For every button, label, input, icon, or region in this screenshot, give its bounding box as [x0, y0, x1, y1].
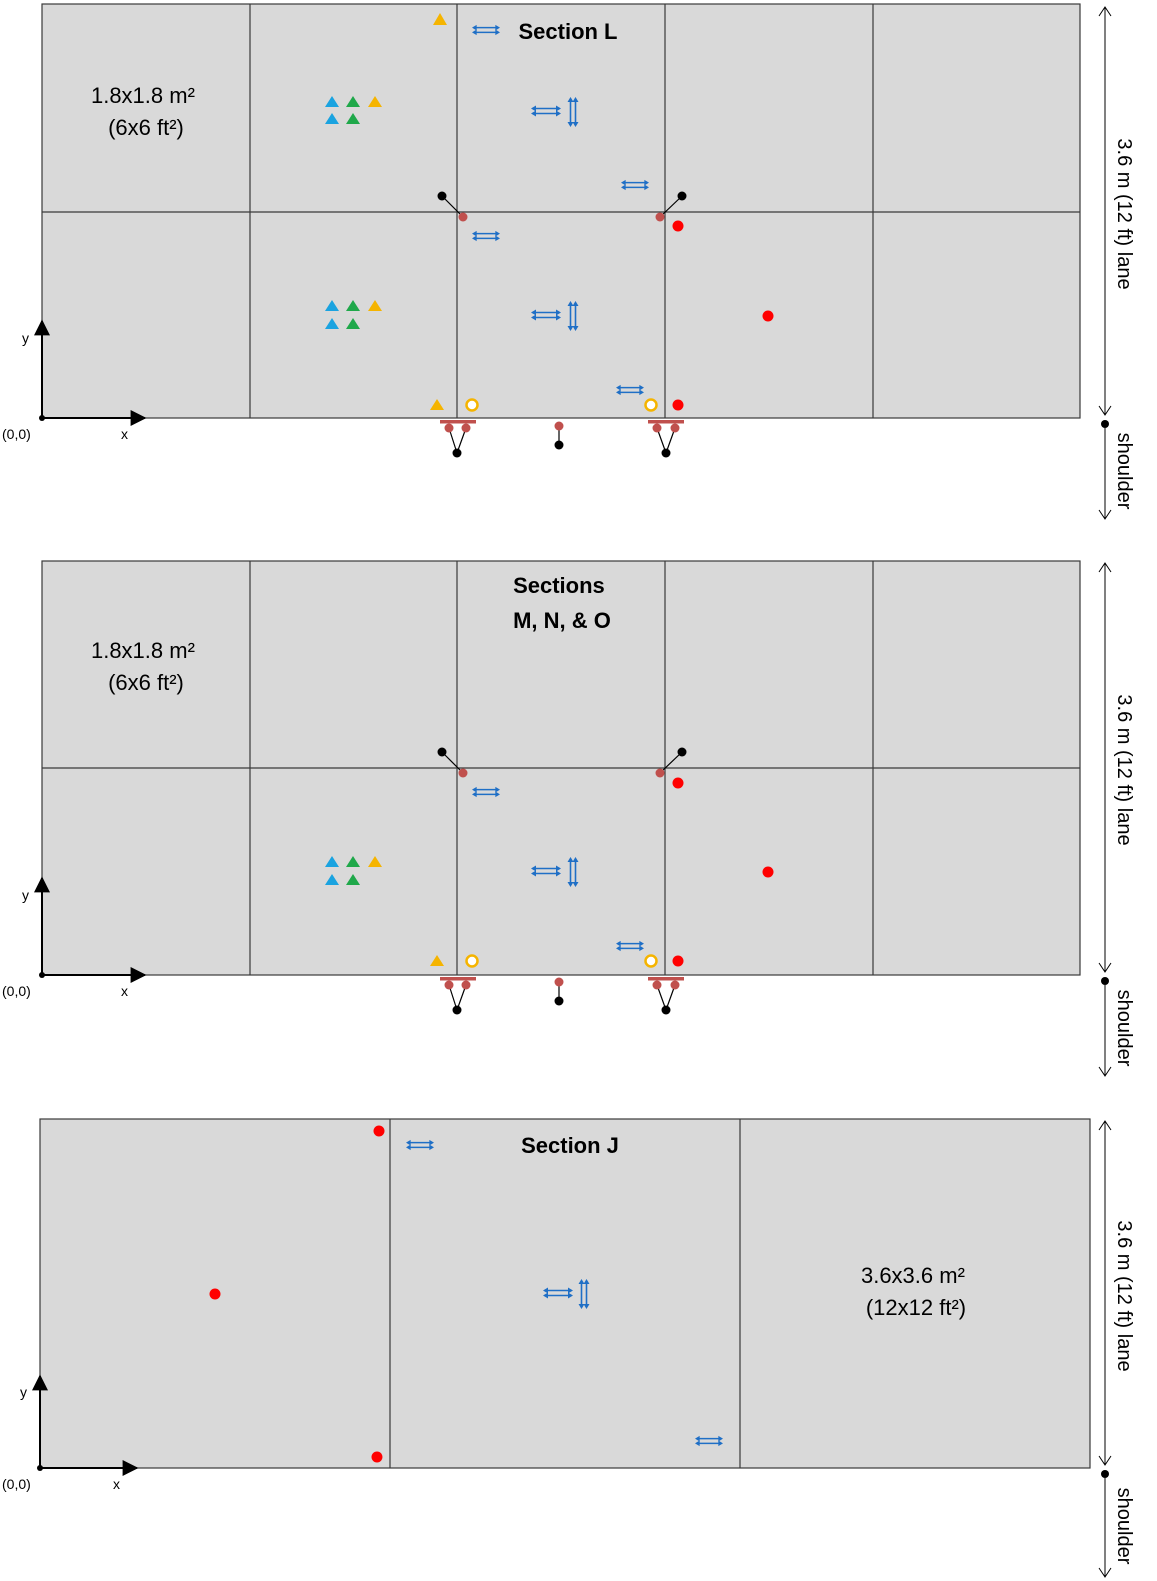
lane-slab-area	[39, 1118, 1091, 1469]
x-axis-label: x	[113, 1476, 120, 1492]
triangle-icon	[325, 13, 447, 410]
red-dot-icon	[672, 220, 774, 411]
section-title: Section L	[518, 19, 617, 44]
origin-label: (0,0)	[2, 426, 31, 442]
origin-label: (0,0)	[2, 983, 31, 999]
y-axis-label: y	[22, 330, 29, 346]
panel-sections-m-n-o: Sections M, N, & O 1.8x1.8 m² (6x6 ft²)	[2, 560, 1135, 1077]
dimension-arrows	[1098, 562, 1112, 1077]
section-title: Sections M, N, & O	[513, 573, 611, 633]
slab-size-label: 1.8x1.8 m² (6x6 ft²)	[91, 83, 201, 140]
section-title: Section J	[521, 1133, 619, 1158]
dimension-arrows	[1098, 1120, 1112, 1578]
y-axis-label: y	[22, 887, 29, 903]
dimension-arrows	[1098, 6, 1112, 520]
slab-size-label: 3.6x3.6 m² (12x12 ft²)	[861, 1263, 971, 1320]
triangle-icon	[325, 856, 444, 966]
origin-label: (0,0)	[2, 1476, 31, 1492]
coordinate-axes	[34, 876, 147, 983]
lane-width-label: 3.6 m (12 ft) lane	[1113, 1220, 1135, 1371]
shoulder-label: shoulder	[1113, 433, 1135, 510]
lane-width-label: 3.6 m (12 ft) lane	[1113, 138, 1135, 289]
coordinate-axes	[32, 1374, 139, 1476]
shoulder-label: shoulder	[1113, 1488, 1135, 1565]
lane-slab-area	[41, 3, 1081, 419]
y-axis-label: y	[20, 1384, 27, 1400]
red-dot-icon	[209, 1125, 385, 1463]
shoulder-label: shoulder	[1113, 990, 1135, 1067]
open-circle-icon	[465, 954, 658, 968]
panel-section-l: Section L 1.8x1.8 m² (6x6 ft²)	[2, 3, 1135, 520]
red-dot-icon	[672, 777, 774, 967]
joint-sensor-group	[437, 191, 687, 458]
lane-width-label: 3.6 m (12 ft) lane	[1113, 694, 1135, 845]
x-axis-label: x	[121, 426, 128, 442]
joint-sensor-group	[437, 747, 687, 1015]
x-axis-label: x	[121, 983, 128, 999]
coordinate-axes	[34, 319, 147, 426]
open-circle-icon	[465, 398, 658, 412]
panel-section-j: Section J 3.6x3.6 m² (12x12 ft²) (0,0) x…	[2, 1118, 1135, 1578]
slab-size-label: 1.8x1.8 m² (6x6 ft²)	[91, 638, 201, 695]
